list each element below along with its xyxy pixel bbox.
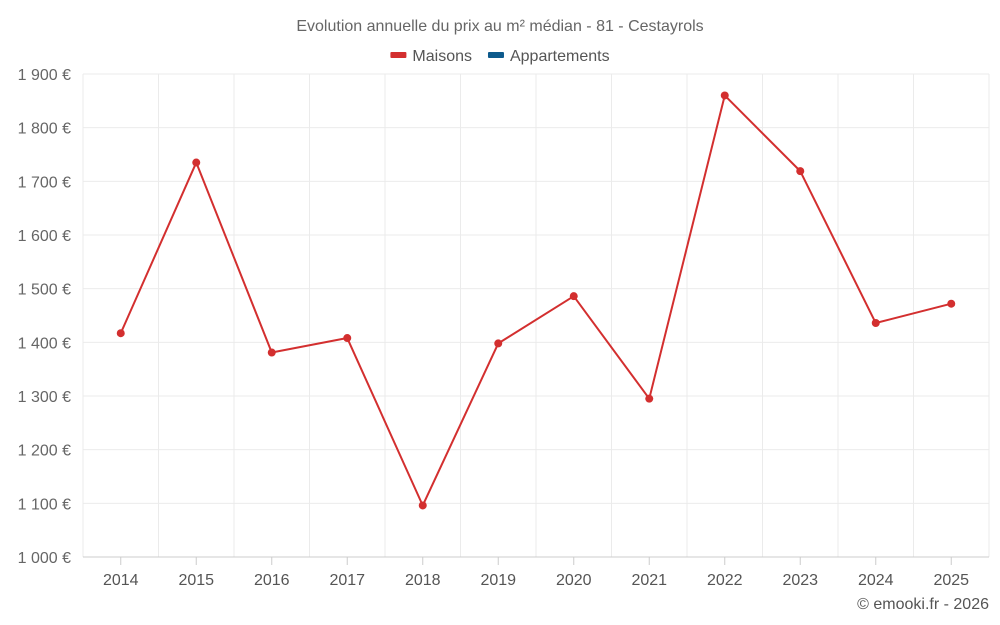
data-point[interactable] bbox=[116, 329, 125, 338]
y-tick-label: 1 200 € bbox=[18, 443, 71, 460]
x-tick-label: 2024 bbox=[858, 572, 894, 589]
data-point[interactable] bbox=[343, 334, 352, 343]
data-point[interactable] bbox=[645, 394, 654, 403]
data-point[interactable] bbox=[569, 292, 578, 301]
series-line-maisons bbox=[119, 94, 952, 507]
y-tick-label: 1 600 € bbox=[18, 228, 71, 245]
y-tick-label: 1 700 € bbox=[18, 174, 71, 191]
legend-label: Appartements bbox=[510, 48, 610, 65]
grid bbox=[82, 73, 990, 557]
x-tick-label: 2023 bbox=[782, 572, 818, 589]
x-tick-label: 2016 bbox=[254, 572, 290, 589]
legend-swatch bbox=[390, 52, 407, 58]
data-point[interactable] bbox=[871, 319, 880, 328]
x-tick-label: 2017 bbox=[329, 572, 365, 589]
data-point[interactable] bbox=[720, 91, 729, 100]
axes: 1 000 € 1 100 € 1 200 € 1 300 € 1 400 € 1 500… bbox=[18, 67, 989, 589]
y-tick-label: 1 500 € bbox=[18, 282, 71, 299]
x-tick-label: 2020 bbox=[556, 572, 592, 589]
chart-title: Evolution annuelle du prix au m² médian … bbox=[296, 18, 703, 35]
data-point[interactable] bbox=[192, 158, 201, 167]
data-point[interactable] bbox=[494, 339, 503, 348]
series-layer bbox=[116, 91, 956, 510]
legend-label: Maisons bbox=[412, 48, 472, 65]
data-point[interactable] bbox=[418, 501, 427, 510]
y-tick-label: 1 300 € bbox=[18, 389, 71, 406]
x-tick-label: 2018 bbox=[405, 572, 441, 589]
y-tick-label: 1 900 € bbox=[18, 67, 71, 84]
x-tick-label: 2021 bbox=[631, 572, 667, 589]
y-tick-label: 1 000 € bbox=[18, 550, 71, 567]
data-point[interactable] bbox=[267, 348, 276, 357]
x-tick-label: 2014 bbox=[103, 572, 139, 589]
legend-swatch bbox=[487, 52, 504, 58]
y-tick-label: 1 800 € bbox=[18, 121, 71, 138]
x-tick-label: 2025 bbox=[933, 572, 969, 589]
x-tick-label: 2019 bbox=[480, 572, 516, 589]
x-tick-label: 2022 bbox=[707, 572, 743, 589]
y-tick-label: 1 400 € bbox=[18, 335, 71, 352]
credit-text: © emooki.fr - 2026 bbox=[857, 596, 989, 613]
legend-item-maisons[interactable]: Maisons bbox=[390, 48, 472, 65]
legend-item-appartements[interactable]: Appartements bbox=[487, 48, 610, 65]
legend: Maisons Appartements bbox=[390, 48, 610, 65]
data-point[interactable] bbox=[796, 167, 805, 176]
y-tick-label: 1 100 € bbox=[18, 496, 71, 513]
x-tick-label: 2015 bbox=[178, 572, 214, 589]
data-point[interactable] bbox=[947, 299, 956, 308]
